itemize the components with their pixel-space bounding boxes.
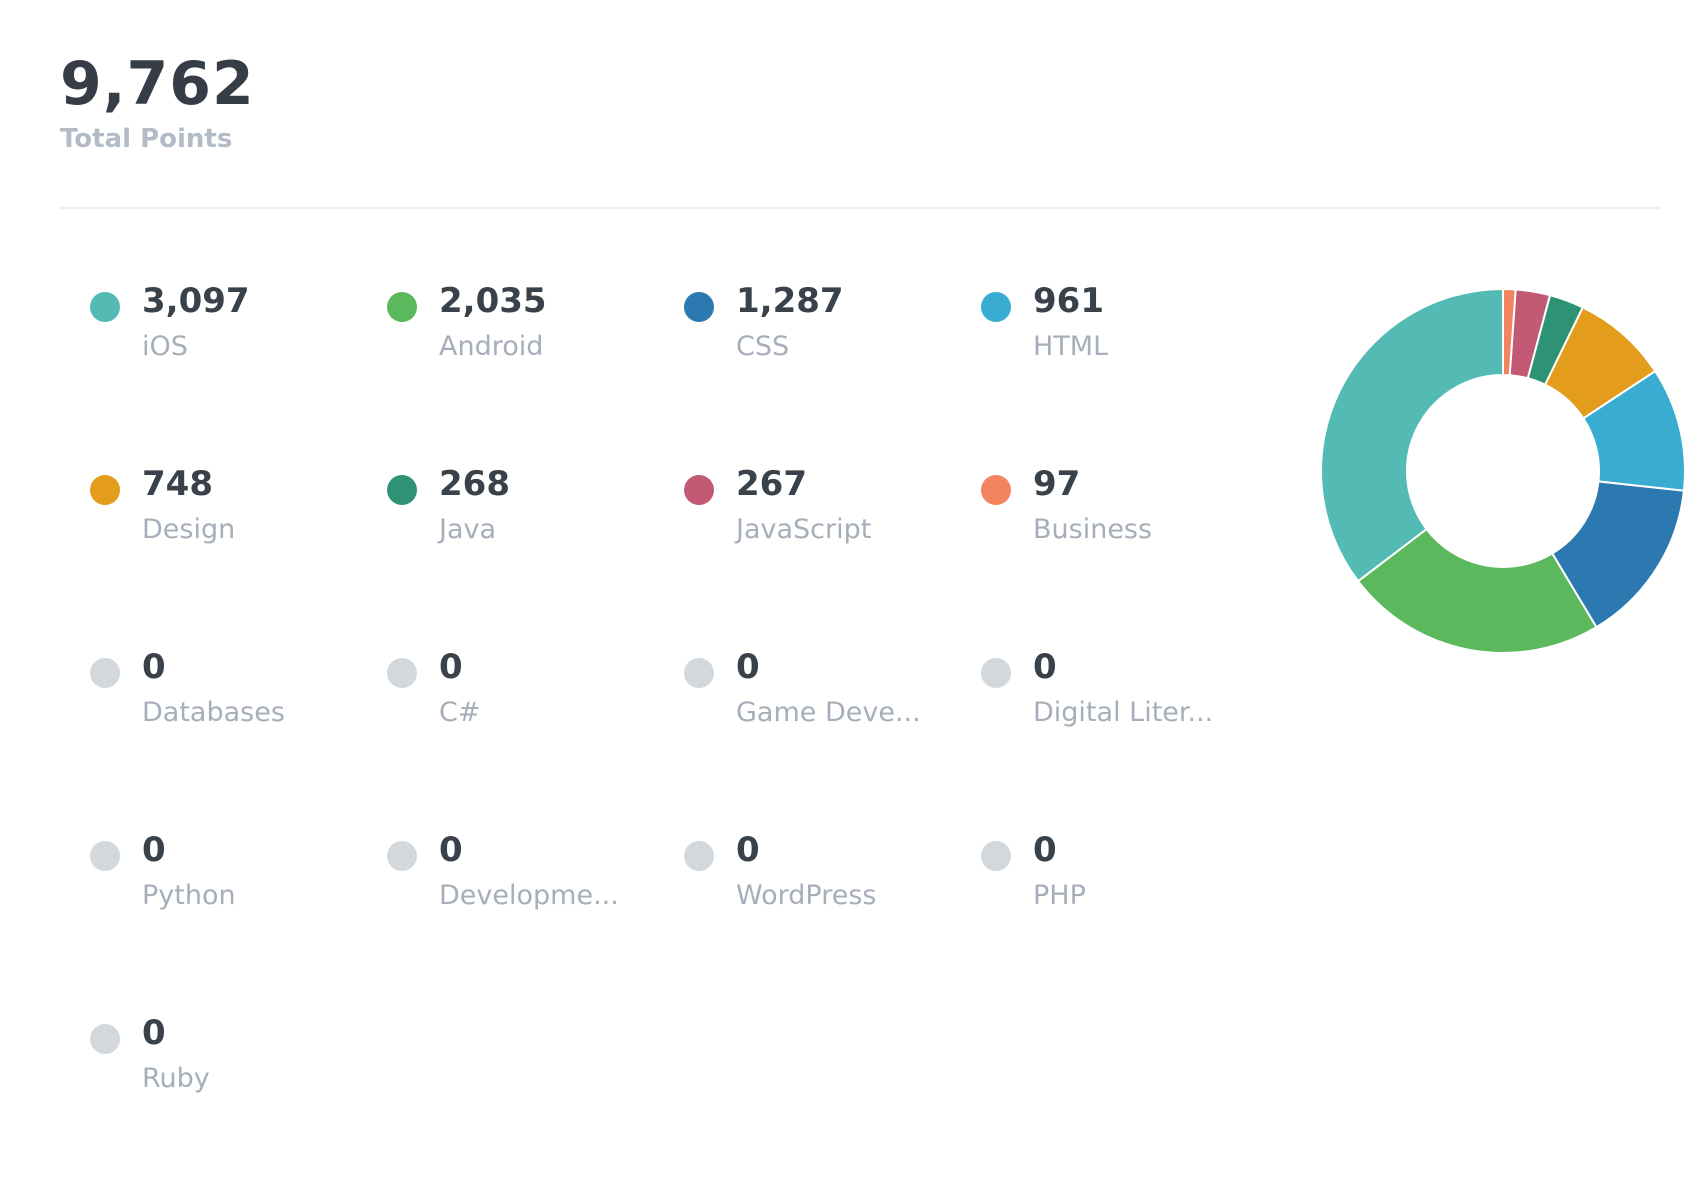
legend-dot: [981, 658, 1011, 688]
legend-item-ruby: 0 Ruby: [90, 1012, 386, 1122]
legend-dot: [684, 841, 714, 871]
legend-value: 267: [736, 464, 807, 504]
legend-value: 0: [142, 830, 166, 870]
legend-label: C#: [439, 697, 481, 728]
legend-value: 268: [439, 464, 510, 504]
legend-dot: [90, 292, 120, 322]
section-divider: [60, 207, 1660, 209]
legend-value: 0: [1033, 830, 1057, 870]
donut-slice-ios: [1320, 288, 1504, 583]
legend-item-databases: 0 Databases: [90, 646, 386, 756]
legend-item-java: 268 Java: [387, 463, 683, 573]
legend-dot: [387, 292, 417, 322]
legend-label: Databases: [142, 697, 285, 728]
donut-slice-android: [1356, 527, 1598, 654]
legend-value: 0: [736, 647, 760, 687]
points-legend: 3,097 iOS 2,035 Android 1,287 CSS 961 HTML 748 De…: [90, 280, 1290, 1110]
legend-item-android: 2,035 Android: [387, 280, 683, 390]
legend-item-python: 0 Python: [90, 829, 386, 939]
legend-value: 2,035: [439, 281, 547, 321]
legend-item-wordpress: 0 WordPress: [684, 829, 980, 939]
legend-item-design: 748 Design: [90, 463, 386, 573]
legend-value: 0: [736, 830, 760, 870]
legend-dot: [387, 475, 417, 505]
legend-label: Business: [1033, 514, 1153, 545]
legend-label: PHP: [1033, 880, 1086, 911]
legend-label: Python: [142, 880, 236, 911]
total-points-summary: 9,762 Total Points: [60, 48, 255, 156]
legend-dot: [387, 841, 417, 871]
legend-value: 961: [1033, 281, 1104, 321]
legend-value: 0: [1033, 647, 1057, 687]
legend-dot: [90, 475, 120, 505]
legend-dot: [387, 658, 417, 688]
legend-item-game-deve: 0 Game Deve...: [684, 646, 980, 756]
legend-label: Digital Liter...: [1033, 697, 1214, 728]
legend-label: WordPress: [736, 880, 877, 911]
legend-dot: [684, 292, 714, 322]
total-points-value: 9,762: [60, 49, 255, 119]
legend-value: 0: [439, 647, 463, 687]
legend-value: 0: [142, 1013, 166, 1053]
legend-label: HTML: [1033, 331, 1109, 362]
legend-dot: [90, 841, 120, 871]
legend-value: 748: [142, 464, 213, 504]
legend-dot: [684, 475, 714, 505]
legend-item-ios: 3,097 iOS: [90, 280, 386, 390]
legend-item-csharp: 0 C#: [387, 646, 683, 756]
legend-dot: [981, 475, 1011, 505]
legend-item-css: 1,287 CSS: [684, 280, 980, 390]
legend-value: 0: [142, 647, 166, 687]
legend-label: Game Deve...: [736, 697, 921, 728]
legend-dot: [981, 841, 1011, 871]
total-points-label: Total Points: [60, 124, 233, 154]
legend-value: 97: [1033, 464, 1081, 504]
legend-label: Developme...: [439, 880, 619, 911]
legend-label: JavaScript: [736, 514, 872, 545]
legend-item-digital-liter: 0 Digital Liter...: [981, 646, 1277, 756]
points-donut-chart: [1320, 288, 1686, 654]
legend-item-html: 961 HTML: [981, 280, 1277, 390]
legend-dot: [90, 658, 120, 688]
legend-item-developme: 0 Developme...: [387, 829, 683, 939]
legend-value: 0: [439, 830, 463, 870]
legend-label: CSS: [736, 331, 790, 362]
legend-dot: [90, 1024, 120, 1054]
legend-value: 3,097: [142, 281, 250, 321]
legend-label: iOS: [142, 331, 188, 362]
legend-item-php: 0 PHP: [981, 829, 1277, 939]
legend-label: Ruby: [142, 1063, 210, 1094]
legend-value: 1,287: [736, 281, 844, 321]
donut-slice-business: [1502, 288, 1517, 377]
legend-dot: [981, 292, 1011, 322]
legend-label: Design: [142, 514, 236, 545]
legend-item-javascript: 267 JavaScript: [684, 463, 980, 573]
legend-item-business: 97 Business: [981, 463, 1277, 573]
legend-label: Java: [439, 514, 497, 545]
legend-dot: [684, 658, 714, 688]
legend-label: Android: [439, 331, 544, 362]
